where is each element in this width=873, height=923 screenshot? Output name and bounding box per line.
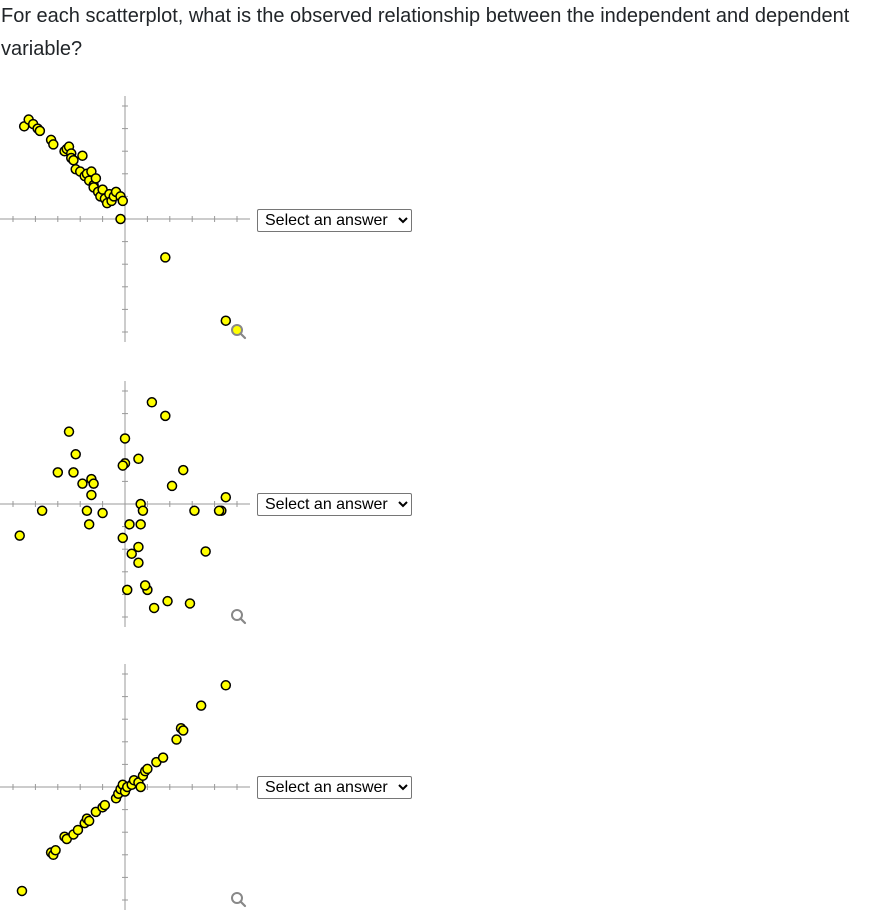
scatterplot-1 bbox=[0, 93, 250, 345]
data-point bbox=[72, 824, 84, 836]
data-point bbox=[124, 519, 135, 530]
data-point bbox=[177, 464, 189, 476]
data-point bbox=[189, 505, 200, 517]
scatterplot-3-svg bbox=[0, 664, 250, 910]
data-point bbox=[133, 557, 144, 569]
data-point bbox=[148, 602, 160, 614]
scatterplot-3 bbox=[0, 661, 250, 913]
data-point bbox=[34, 125, 46, 137]
data-point bbox=[157, 752, 169, 763]
data-point bbox=[135, 781, 146, 793]
data-point bbox=[99, 799, 111, 811]
data-point bbox=[16, 885, 28, 897]
data-point bbox=[220, 680, 232, 691]
data-point bbox=[77, 150, 88, 161]
answer-select-2[interactable]: Select an answer bbox=[257, 493, 412, 516]
data-point bbox=[63, 426, 75, 437]
data-point bbox=[213, 505, 225, 517]
data-point bbox=[220, 315, 232, 326]
data-point bbox=[126, 548, 137, 559]
scatterplot-2-svg bbox=[0, 381, 250, 627]
data-point bbox=[50, 845, 61, 856]
scatterplot-1-svg bbox=[0, 96, 250, 342]
data-point bbox=[68, 467, 79, 478]
data-point bbox=[119, 433, 131, 444]
magnify-icon[interactable] bbox=[231, 324, 247, 340]
answer-select-3[interactable]: Select an answer bbox=[257, 776, 412, 799]
data-point bbox=[133, 541, 144, 553]
data-point bbox=[142, 763, 153, 775]
data-point bbox=[83, 815, 95, 827]
data-point bbox=[52, 467, 64, 478]
data-point bbox=[83, 519, 95, 530]
data-point bbox=[166, 480, 178, 492]
data-point bbox=[70, 449, 81, 460]
magnify-icon[interactable] bbox=[231, 609, 247, 625]
data-point bbox=[90, 173, 102, 184]
data-point bbox=[177, 725, 189, 736]
scatterplot-2 bbox=[0, 378, 250, 630]
data-point bbox=[86, 489, 97, 501]
data-point bbox=[117, 532, 129, 544]
data-point bbox=[121, 584, 133, 596]
data-point bbox=[146, 397, 158, 408]
data-point bbox=[133, 453, 144, 465]
magnify-icon[interactable] bbox=[231, 892, 247, 908]
answer-select-1[interactable]: Select an answer bbox=[257, 209, 412, 232]
data-point bbox=[77, 478, 88, 489]
data-point bbox=[36, 505, 48, 517]
data-point bbox=[139, 580, 151, 591]
data-point bbox=[135, 519, 146, 530]
data-point bbox=[117, 195, 129, 207]
data-point bbox=[160, 252, 171, 263]
data-point bbox=[184, 598, 196, 609]
data-point bbox=[117, 460, 129, 471]
data-point bbox=[81, 505, 93, 517]
data-point bbox=[160, 410, 171, 422]
data-point bbox=[14, 530, 25, 541]
data-point bbox=[97, 507, 108, 519]
data-point bbox=[200, 546, 211, 557]
data-point bbox=[220, 491, 232, 503]
data-point bbox=[88, 478, 99, 489]
data-point bbox=[195, 700, 207, 711]
data-point bbox=[171, 734, 182, 745]
data-point bbox=[48, 139, 59, 150]
data-point bbox=[68, 154, 79, 166]
data-point bbox=[137, 505, 149, 517]
data-point bbox=[162, 595, 173, 607]
question-text: For each scatterplot, what is the observ… bbox=[1, 5, 850, 60]
data-point bbox=[115, 213, 126, 225]
